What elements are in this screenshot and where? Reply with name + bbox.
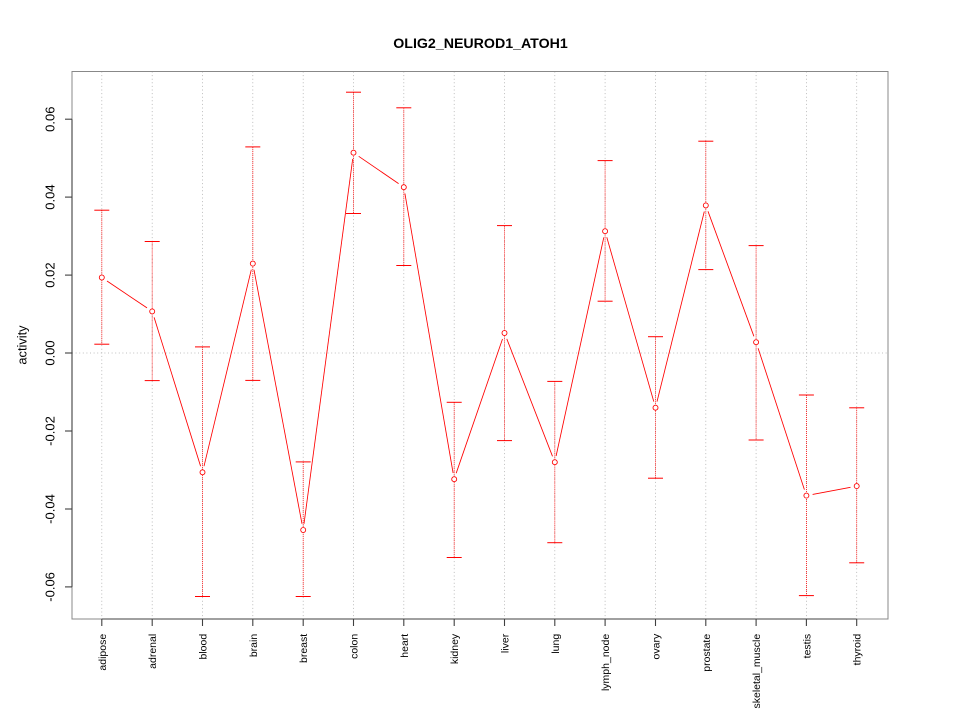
svg-text:liver: liver	[500, 633, 512, 653]
svg-text:activity: activity	[14, 325, 29, 365]
svg-text:heart: heart	[399, 634, 411, 658]
svg-text:testis: testis	[801, 634, 813, 659]
svg-text:prostate: prostate	[701, 634, 713, 672]
svg-text:blood: blood	[198, 634, 210, 660]
svg-text:OLIG2_NEUROD1_ATOH1: OLIG2_NEUROD1_ATOH1	[393, 36, 568, 52]
svg-text:thyroid: thyroid	[852, 634, 864, 666]
svg-text:breast: breast	[298, 634, 310, 663]
svg-text:kidney: kidney	[449, 633, 461, 664]
svg-text:brain: brain	[248, 634, 260, 658]
svg-text:colon: colon	[349, 634, 361, 659]
svg-text:-0.02: -0.02	[43, 416, 58, 446]
svg-text:skeletal_muscle: skeletal_muscle	[751, 634, 763, 709]
svg-text:0.00: 0.00	[43, 340, 58, 365]
svg-text:adrenal: adrenal	[147, 634, 159, 669]
svg-text:-0.06: -0.06	[43, 572, 58, 602]
svg-text:0.02: 0.02	[43, 262, 58, 287]
svg-text:lung: lung	[550, 634, 562, 654]
svg-text:adipose: adipose	[97, 634, 109, 671]
svg-text:-0.04: -0.04	[43, 494, 58, 524]
svg-text:0.06: 0.06	[43, 107, 58, 132]
svg-text:ovary: ovary	[651, 633, 663, 659]
svg-text:lymph_node: lymph_node	[600, 634, 612, 691]
svg-text:0.04: 0.04	[43, 184, 58, 209]
